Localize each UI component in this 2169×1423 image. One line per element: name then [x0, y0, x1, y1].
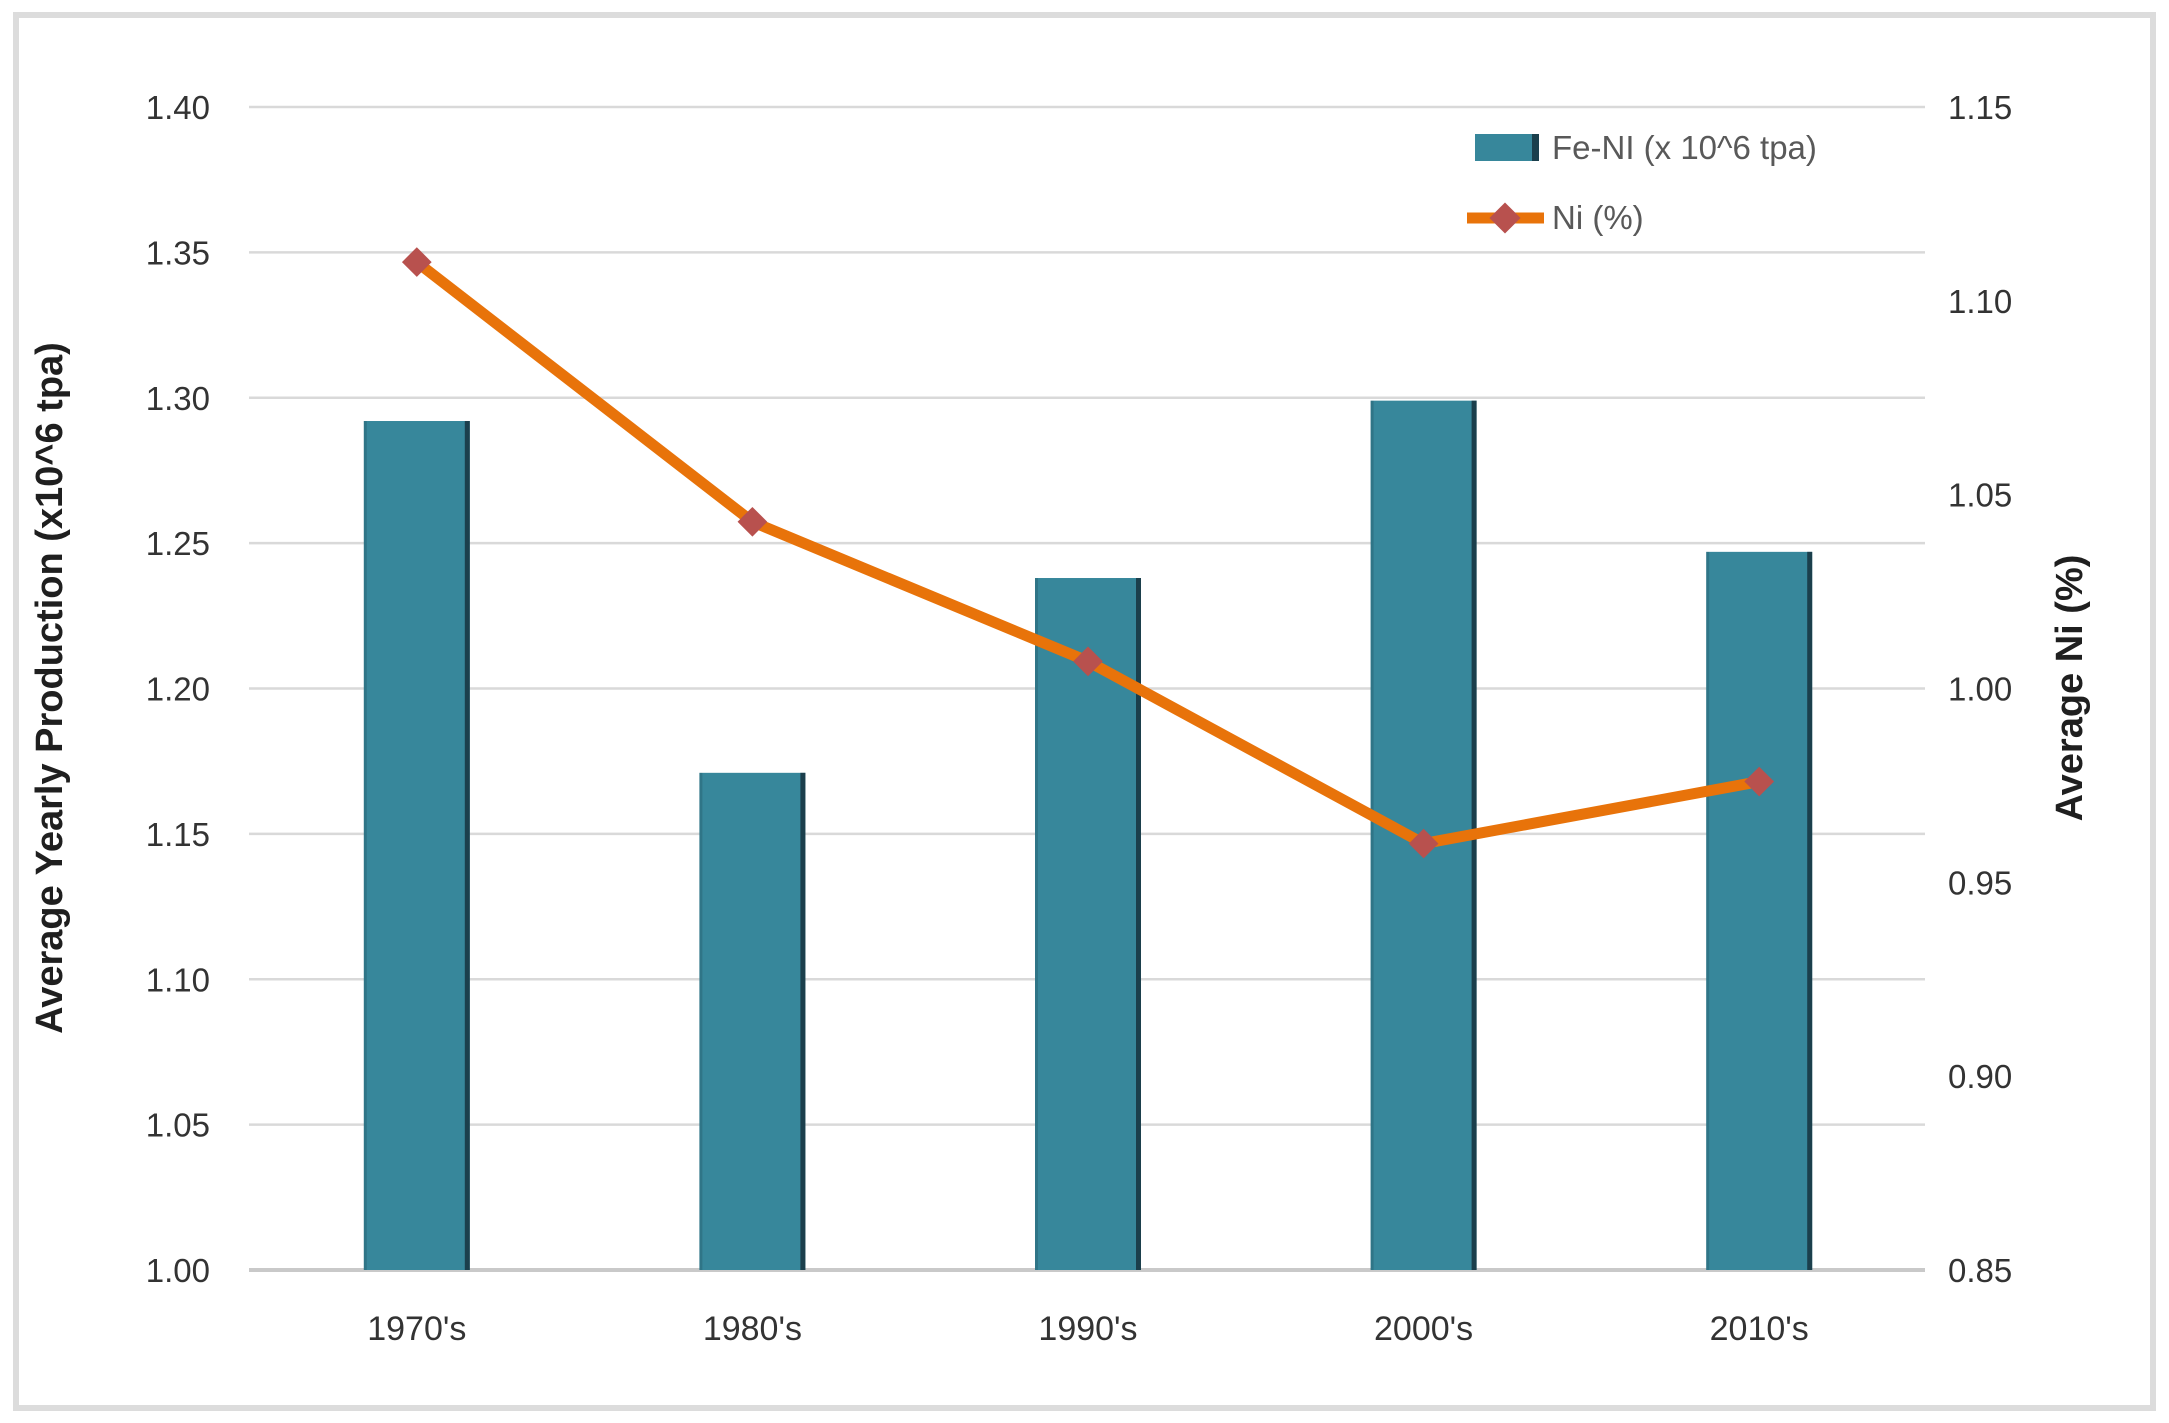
- legend: Fe-NI (x 10^6 tpa) Ni (%): [1467, 129, 1817, 236]
- bar-series-group: [363, 400, 1813, 1271]
- diamond-marker: [1073, 646, 1103, 677]
- legend-item-bar-series: Fe-NI (x 10^6 tpa): [1475, 129, 1817, 166]
- left-axis-tick-label: 1.30: [146, 380, 210, 417]
- left-axis-tick-label: 1.35: [146, 234, 210, 271]
- bar: [1035, 578, 1141, 1270]
- x-axis-label-1990s: 1990's: [1038, 1310, 1137, 1348]
- right-axis-tick-label: 1.00: [1948, 671, 2012, 708]
- left-axis-title: Average Yearly Production (x10^6 tpa): [29, 342, 71, 1034]
- bar-left-shade: [363, 421, 367, 1270]
- left-axis-tick-label: 1.20: [146, 671, 210, 708]
- legend-label-line-series: Ni (%): [1552, 199, 1644, 236]
- bar: [1706, 551, 1813, 1270]
- left-axis-tick-label: 1.10: [146, 961, 210, 998]
- bar-right-shade: [1807, 551, 1813, 1270]
- legend-diamond-marker-icon: [1489, 202, 1521, 234]
- x-axis-label-1980s: 1980's: [703, 1310, 802, 1348]
- left-axis-tick-labels: 1.40 1.35 1.30 1.25 1.20 1.15 1.10 1.05 1.00: [146, 89, 210, 1289]
- x-axis-category-labels: 1970's 1980's 1990's 2000's 2010's: [367, 1310, 1809, 1348]
- bar: [699, 772, 806, 1270]
- legend-item-line-series: Ni (%): [1467, 199, 1644, 236]
- bar: [363, 421, 470, 1270]
- bar-left-shade: [1370, 400, 1374, 1271]
- left-axis-tick-label: 1.05: [146, 1107, 210, 1144]
- bar-left-shade: [1035, 578, 1038, 1270]
- bar-right-shade: [800, 772, 806, 1270]
- left-axis-tick-label: 1.40: [146, 89, 210, 126]
- bar-right-shade: [1136, 578, 1141, 1270]
- right-axis-tick-label: 0.90: [1948, 1058, 2012, 1095]
- legend-bar-swatch-icon: [1475, 134, 1539, 161]
- right-axis-tick-labels: 1.15 1.10 1.05 1.00 0.95 0.90 0.85: [1948, 89, 2012, 1289]
- right-axis-tick-label: 1.15: [1948, 89, 2012, 126]
- left-axis-tick-label: 1.25: [146, 525, 210, 562]
- right-axis-tick-label: 1.10: [1948, 283, 2012, 320]
- diamond-marker: [1744, 766, 1775, 797]
- bar-left-shade: [699, 772, 703, 1270]
- bar-right-shade: [464, 421, 470, 1270]
- left-axis-tick-label: 1.00: [146, 1252, 210, 1289]
- legend-label-bar-series: Fe-NI (x 10^6 tpa): [1552, 129, 1817, 166]
- left-axis-tick-label: 1.15: [146, 816, 210, 853]
- x-axis-label-1970s: 1970's: [367, 1310, 466, 1348]
- right-axis-title: Average Ni (%): [2049, 555, 2091, 822]
- bar-left-shade: [1706, 551, 1710, 1270]
- right-axis-tick-label: 0.95: [1948, 864, 2012, 901]
- right-axis-tick-label: 0.85: [1948, 1252, 2012, 1289]
- diamond-marker: [1408, 828, 1439, 859]
- legend-bar-swatch-edge: [1532, 134, 1539, 161]
- x-axis-label-2000s: 2000's: [1374, 1310, 1473, 1348]
- right-axis-tick-label: 1.05: [1948, 477, 2012, 514]
- x-axis-label-2010s: 2010's: [1710, 1310, 1809, 1348]
